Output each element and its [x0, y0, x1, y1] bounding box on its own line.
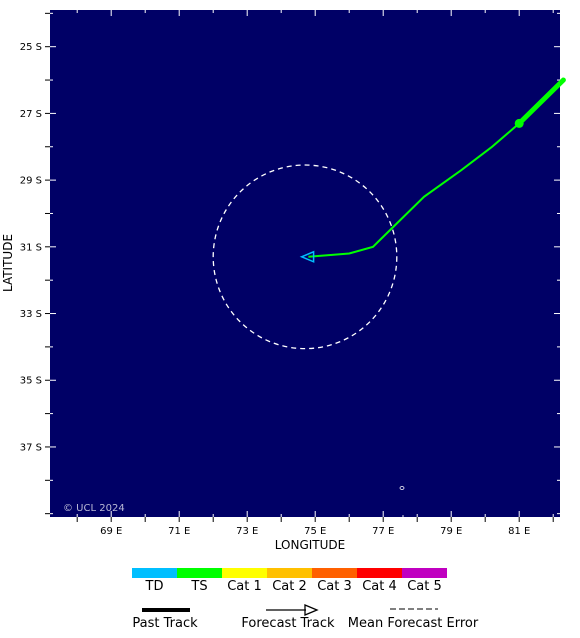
island-dot: [402, 515, 404, 517]
legend-label-ts: TS: [190, 579, 207, 594]
axis-ticks: [45, 10, 560, 522]
lon-tick-label: 81 E: [508, 526, 530, 537]
legend-label-td: TD: [145, 579, 164, 594]
forecast-track-key-arrow-icon: [304, 604, 319, 616]
past-track-key-label: Past Track: [132, 616, 198, 631]
mean-forecast-error-circle: [212, 164, 398, 350]
legend-swatch-cat-1: [222, 568, 267, 578]
lon-tick-label: 75 E: [304, 526, 326, 537]
lat-tick-label: 33 S: [20, 309, 42, 320]
longitude-tick-labels: 69 E 71 E 73 E 75 E 77 E 79 E 81 E: [100, 526, 530, 537]
legend-swatch-td: [132, 568, 177, 578]
forecast-end-arrow: [299, 250, 315, 263]
track-key-legend: Past Track Forecast Track Mean Forecast …: [132, 604, 479, 631]
lat-tick-label: 27 S: [20, 109, 42, 120]
lat-tick-label: 29 S: [20, 176, 42, 187]
island-outline: [399, 486, 405, 490]
forecast-track-line: [308, 122, 520, 258]
lon-tick-label: 69 E: [100, 526, 122, 537]
legend-swatch-cat-3: [312, 568, 357, 578]
forecast-track-key-label: Forecast Track: [241, 616, 335, 631]
copyright-text: © UCL 2024: [63, 503, 125, 514]
current-position-marker: [514, 118, 524, 128]
category-legend: TD TS Cat 1 Cat 2 Cat 3 Cat 4 Cat 5: [132, 568, 447, 594]
legend-swatch-cat-4: [357, 568, 402, 578]
past-track-line: [516, 77, 566, 126]
y-axis-title: LATITUDE: [1, 234, 15, 292]
legend-label-cat-4: Cat 4: [362, 579, 397, 594]
legend-label-cat-3: Cat 3: [317, 579, 352, 594]
legend-swatch-ts: [177, 568, 222, 578]
mean-error-key-label: Mean Forecast Error: [348, 616, 479, 631]
lat-tick-label: 35 S: [20, 376, 42, 387]
lat-tick-label: 25 S: [20, 42, 42, 53]
lon-tick-label: 79 E: [440, 526, 462, 537]
legend-swatch-cat-5: [402, 568, 447, 578]
legend-label-cat-2: Cat 2: [272, 579, 307, 594]
lon-tick-label: 71 E: [168, 526, 190, 537]
map-background: [50, 10, 560, 517]
latitude-tick-labels: 25 S 27 S 29 S 31 S 33 S 35 S 37 S: [20, 42, 42, 453]
legend-label-cat-5: Cat 5: [407, 579, 442, 594]
legend-swatch-cat-2: [267, 568, 312, 578]
x-axis-title: LONGITUDE: [275, 538, 345, 552]
lon-tick-label: 77 E: [372, 526, 394, 537]
legend-label-cat-1: Cat 1: [227, 579, 262, 594]
lat-tick-label: 37 S: [20, 442, 42, 453]
lat-tick-label: 31 S: [20, 242, 42, 253]
lon-tick-label: 73 E: [236, 526, 258, 537]
